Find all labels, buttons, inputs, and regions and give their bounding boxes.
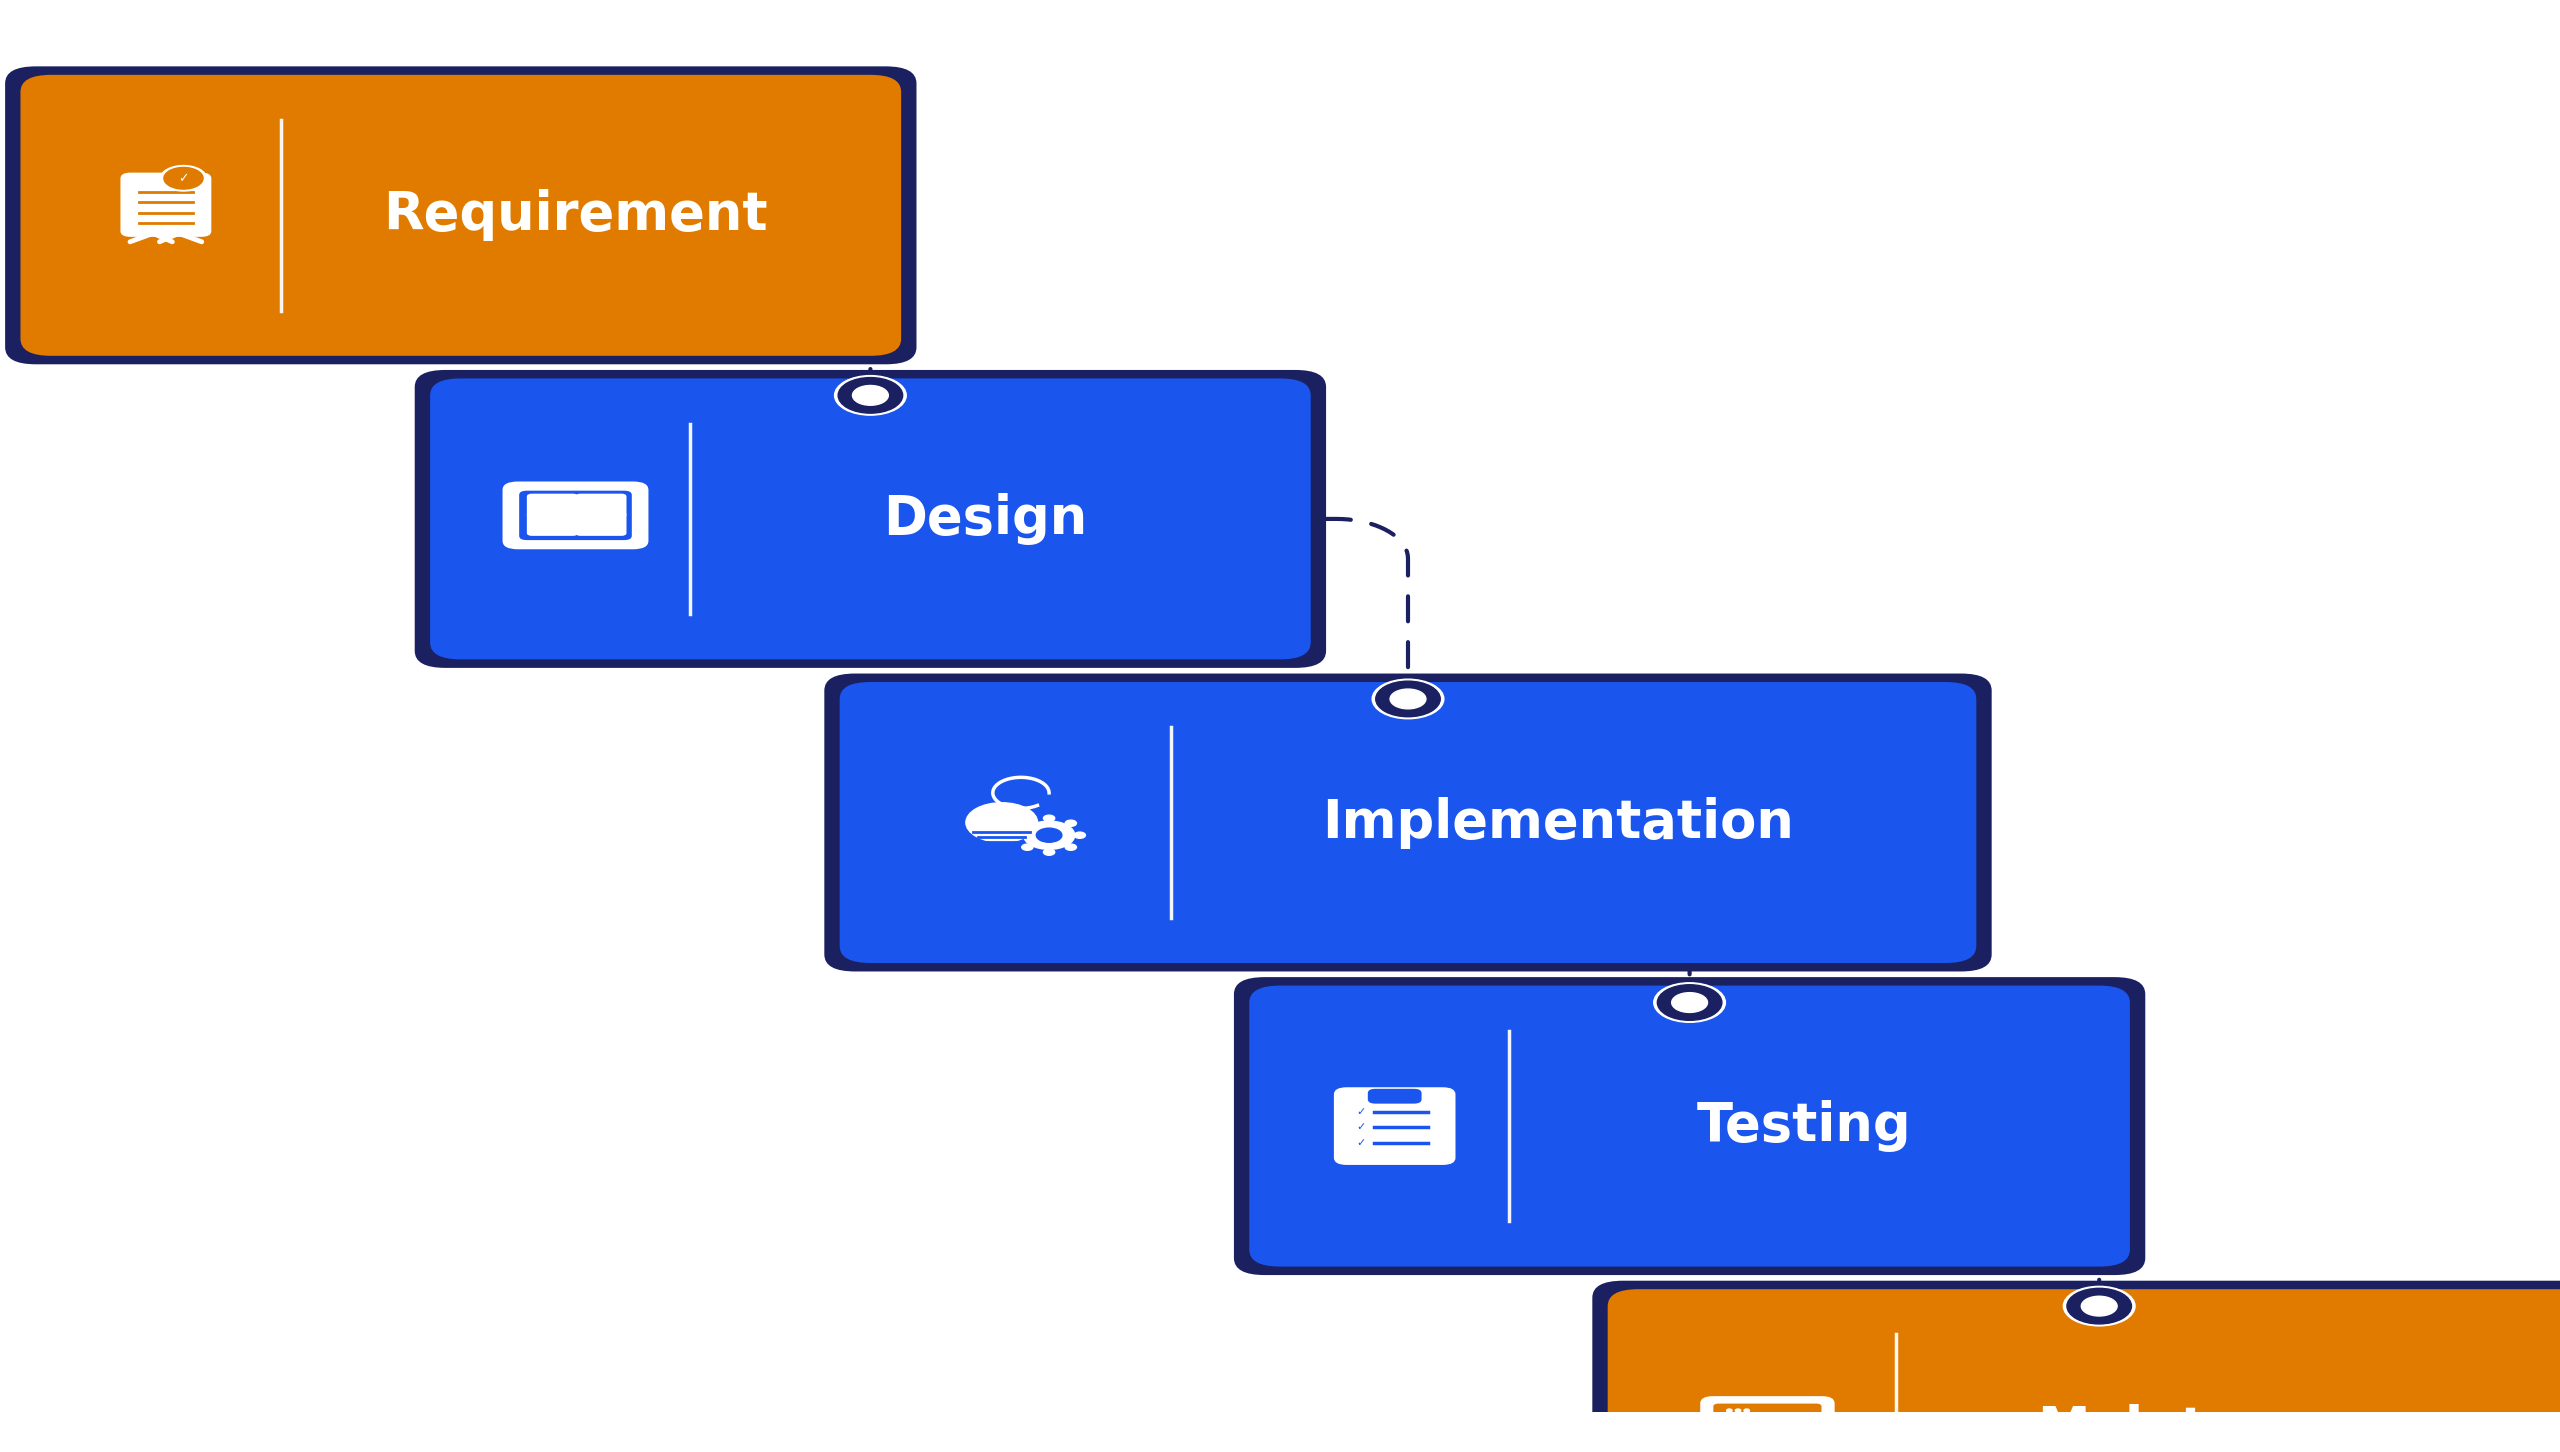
Circle shape	[1820, 1436, 1838, 1445]
Circle shape	[1014, 832, 1024, 838]
Circle shape	[1065, 820, 1075, 826]
FancyBboxPatch shape	[1249, 986, 2130, 1266]
Circle shape	[2063, 1286, 2135, 1326]
FancyBboxPatch shape	[576, 511, 627, 536]
Circle shape	[1725, 1408, 1733, 1411]
FancyBboxPatch shape	[5, 67, 916, 364]
FancyBboxPatch shape	[120, 173, 212, 237]
Circle shape	[1759, 1436, 1777, 1445]
FancyBboxPatch shape	[527, 494, 579, 518]
Text: ✓: ✓	[1357, 1137, 1367, 1147]
Text: Implementation: Implementation	[1324, 797, 1795, 848]
Text: <
/>: < />	[632, 505, 643, 526]
FancyBboxPatch shape	[1700, 1397, 1836, 1452]
FancyBboxPatch shape	[1713, 1404, 1823, 1417]
Circle shape	[1075, 832, 1085, 838]
FancyBboxPatch shape	[1592, 1281, 2560, 1452]
Circle shape	[965, 803, 1037, 842]
FancyBboxPatch shape	[1713, 1417, 1823, 1430]
Circle shape	[1774, 1445, 1820, 1452]
Circle shape	[1037, 828, 1062, 842]
Circle shape	[1656, 984, 1723, 1021]
Text: Design: Design	[883, 492, 1088, 544]
FancyBboxPatch shape	[1367, 1089, 1421, 1104]
FancyBboxPatch shape	[1608, 1289, 2560, 1452]
Circle shape	[1725, 1422, 1733, 1424]
Circle shape	[2066, 1288, 2132, 1324]
Text: ✓: ✓	[179, 171, 189, 184]
Circle shape	[1021, 820, 1034, 826]
Circle shape	[852, 385, 888, 405]
Circle shape	[1736, 1422, 1741, 1424]
Circle shape	[1743, 1422, 1748, 1424]
FancyBboxPatch shape	[502, 482, 648, 549]
Circle shape	[164, 167, 202, 189]
Circle shape	[1044, 815, 1055, 822]
FancyBboxPatch shape	[1334, 1088, 1457, 1165]
Circle shape	[1024, 820, 1075, 849]
Circle shape	[837, 378, 904, 414]
Circle shape	[1390, 690, 1426, 709]
Text: ✓: ✓	[1357, 1106, 1367, 1117]
Circle shape	[1743, 1408, 1748, 1411]
Circle shape	[1672, 993, 1708, 1012]
Text: Testing: Testing	[1697, 1101, 1912, 1151]
Circle shape	[1044, 849, 1055, 855]
FancyBboxPatch shape	[430, 379, 1311, 659]
FancyBboxPatch shape	[840, 682, 1976, 963]
FancyBboxPatch shape	[20, 76, 901, 356]
FancyBboxPatch shape	[824, 674, 1992, 971]
Circle shape	[1065, 844, 1075, 851]
Circle shape	[1743, 1435, 1748, 1437]
Circle shape	[835, 376, 906, 415]
Text: Maintenance: Maintenance	[2038, 1404, 2419, 1452]
Text: ✓: ✓	[1357, 1122, 1367, 1133]
FancyBboxPatch shape	[1713, 1429, 1823, 1443]
Circle shape	[1725, 1435, 1733, 1437]
Circle shape	[1375, 681, 1441, 717]
Circle shape	[1372, 680, 1444, 719]
FancyBboxPatch shape	[1234, 977, 2145, 1275]
Circle shape	[1789, 1429, 1807, 1439]
FancyBboxPatch shape	[520, 491, 632, 540]
Circle shape	[1761, 1437, 1833, 1452]
Circle shape	[1654, 983, 1725, 1022]
Circle shape	[2081, 1297, 2117, 1316]
Circle shape	[1736, 1435, 1741, 1437]
Circle shape	[1736, 1408, 1741, 1411]
Circle shape	[1021, 844, 1034, 851]
FancyBboxPatch shape	[576, 494, 627, 518]
Text: Requirement: Requirement	[384, 189, 768, 241]
Circle shape	[161, 166, 207, 192]
FancyBboxPatch shape	[527, 511, 579, 536]
FancyBboxPatch shape	[415, 370, 1326, 668]
